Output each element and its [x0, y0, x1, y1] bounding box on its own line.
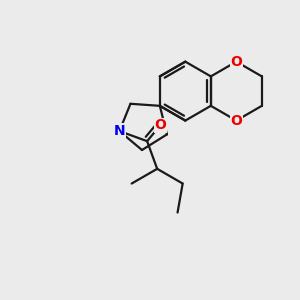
- Text: O: O: [230, 55, 242, 69]
- Text: N: N: [114, 124, 125, 138]
- Text: O: O: [230, 114, 242, 128]
- Text: O: O: [154, 118, 166, 132]
